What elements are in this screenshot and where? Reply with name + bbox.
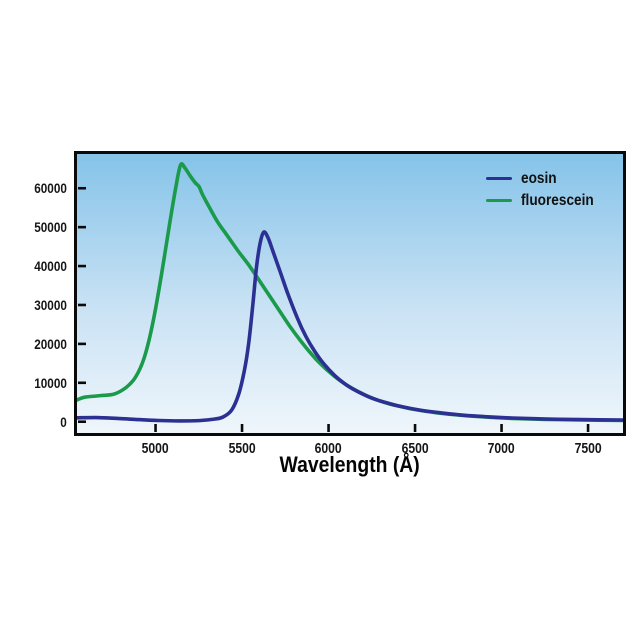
y-tick-label: 60000 [34, 180, 67, 197]
legend: eosin fluorescein [486, 171, 604, 208]
legend-item-fluorescein: fluorescein [486, 193, 604, 208]
y-tick-label: 40000 [34, 258, 67, 275]
curve-eosin [77, 230, 623, 423]
y-tick-label: 10000 [34, 374, 67, 391]
y-tick-label: 50000 [34, 219, 67, 236]
x-axis-title: Wavelength (Å) [279, 452, 421, 477]
curves-canvas [77, 162, 623, 432]
legend-item-eosin: eosin [486, 171, 604, 186]
y-tick-label: 30000 [34, 296, 67, 313]
fluorescein-line-swatch [486, 198, 512, 203]
eosin-line-swatch [486, 176, 512, 181]
fluorescein-legend-label: fluorescein [521, 192, 594, 209]
y-tick-label: 0 [60, 413, 67, 430]
plot-area: eosin fluorescein [74, 151, 626, 436]
eosin-legend-label: eosin [521, 170, 557, 187]
y-tick-label: 20000 [34, 335, 67, 352]
